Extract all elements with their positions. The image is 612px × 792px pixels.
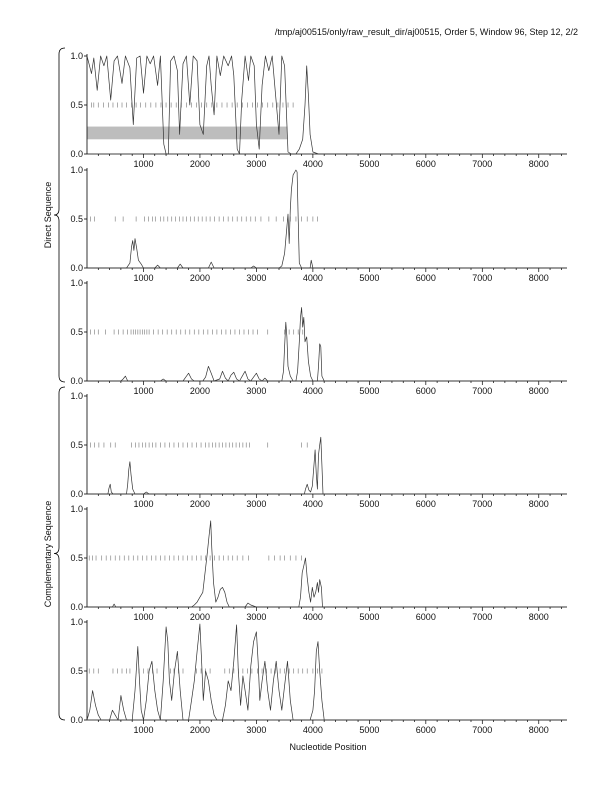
direct-frame-3-series-line (87, 307, 567, 382)
comp-frame-1-xtick-label: 3000 (246, 499, 266, 509)
comp-frame-3-xtick-label: 8000 (529, 725, 549, 735)
comp-frame-2-xtick-label: 4000 (303, 612, 323, 622)
direct-frame-1-xtick-label: 2000 (190, 159, 210, 169)
comp-frame-1-xtick-label: 8000 (529, 499, 549, 509)
comp-frame-2-xtick-label: 2000 (190, 612, 210, 622)
direct-frame-1-xtick-label: 4000 (303, 159, 323, 169)
comp-frame-1-ytick-label: 0.5 (70, 440, 83, 450)
comp-frame-3-xtick-label: 5000 (359, 725, 379, 735)
direct-frame-2-ytick-label: 1.0 (70, 165, 83, 175)
direct-frame-2-series-line (87, 169, 567, 269)
direct-frame-2-ytick-label: 0.0 (70, 263, 83, 273)
direct-frame-1-xtick-label: 5000 (359, 159, 379, 169)
direct-frame-2-xtick-label: 6000 (416, 273, 436, 283)
comp-frame-3-series-line (86, 623, 567, 721)
direct-frame-1-ytick-label: 0.0 (70, 149, 83, 159)
comp-frame-1-series-line (87, 436, 567, 495)
direct-frame-3-xtick-label: 3000 (246, 386, 266, 396)
comp-frame-2-ytick-label: 1.0 (70, 504, 83, 514)
direct-frame-2-xtick-label: 2000 (190, 273, 210, 283)
page-title: /tmp/aj00515/only/raw_result_dir/aj00515… (274, 27, 578, 37)
direct-frame-3-xtick-label: 1000 (133, 386, 153, 396)
x-axis-label: Nucleotide Position (289, 742, 367, 752)
comp-frame-1-ytick-label: 0.0 (70, 489, 83, 499)
direct-frame-1-series-line (86, 55, 567, 155)
direct-frame-1-xtick-label: 1000 (133, 159, 153, 169)
comp-frame-2-series-line (87, 520, 567, 608)
comp-frame-1-xtick-label: 1000 (133, 499, 153, 509)
comp-frame-3-xtick-label: 6000 (416, 725, 436, 735)
comp-frame-2-xtick-label: 1000 (133, 612, 153, 622)
direct-frame-2-xtick-label: 8000 (529, 273, 549, 283)
complementary-strand-brace (53, 386, 66, 721)
direct-frame-3-ytick-label: 0.0 (70, 376, 83, 386)
comp-frame-3-ytick-label: 0.0 (70, 715, 83, 725)
direct-frame-3-xtick-label: 2000 (190, 386, 210, 396)
direct-frame-1-xtick-label: 8000 (529, 159, 549, 169)
comp-frame-2-xtick-label: 6000 (416, 612, 436, 622)
direct-frame-3-xtick-label: 7000 (472, 386, 492, 396)
comp-frame-2-xtick-label: 3000 (246, 612, 266, 622)
comp-frame-3-ytick-label: 1.0 (70, 617, 83, 627)
direct-frame-1-ytick-label: 0.5 (70, 100, 83, 110)
direct-frame-2-xtick-label: 4000 (303, 273, 323, 283)
direct-frame-3-xtick-label: 6000 (416, 386, 436, 396)
direct-frame-1-xtick-label: 7000 (472, 159, 492, 169)
comp-frame-3-xtick-label: 1000 (133, 725, 153, 735)
comp-frame-2-xtick-label: 8000 (529, 612, 549, 622)
direct-frame-1-xtick-label: 6000 (416, 159, 436, 169)
comp-frame-1-ytick-label: 1.0 (70, 391, 83, 401)
comp-frame-2-ytick-label: 0.5 (70, 553, 83, 563)
direct-frame-3-xtick-label: 8000 (529, 386, 549, 396)
direct-frame-3-ytick-label: 0.5 (70, 327, 83, 337)
comp-frame-3-xtick-label: 2000 (190, 725, 210, 735)
comp-frame-1-xtick-label: 7000 (472, 499, 492, 509)
comp-frame-1-xtick-label: 2000 (190, 499, 210, 509)
direct-frame-3-xtick-label: 4000 (303, 386, 323, 396)
direct-frame-2-xtick-label: 1000 (133, 273, 153, 283)
comp-frame-2-xtick-label: 7000 (472, 612, 492, 622)
comp-frame-1-xtick-label: 6000 (416, 499, 436, 509)
direct-frame-1-highlight-band (87, 126, 288, 140)
direct-frame-1-xtick-label: 3000 (246, 159, 266, 169)
direct-frame-3-xtick-label: 5000 (359, 386, 379, 396)
comp-frame-3-xtick-label: 7000 (472, 725, 492, 735)
direct-strand-brace (53, 47, 66, 383)
direct-frame-2-ytick-label: 0.5 (70, 214, 83, 224)
direct-frame-3-ytick-label: 1.0 (70, 278, 83, 288)
comp-frame-1-xtick-label: 5000 (359, 499, 379, 509)
comp-frame-3-xtick-label: 3000 (246, 725, 266, 735)
direct-frame-2-xtick-label: 5000 (359, 273, 379, 283)
comp-frame-2-ytick-label: 0.0 (70, 602, 83, 612)
comp-frame-1-xtick-label: 4000 (303, 499, 323, 509)
comp-frame-3-ytick-label: 0.5 (70, 666, 83, 676)
direct-frame-2-xtick-label: 3000 (246, 273, 266, 283)
comp-frame-3-xtick-label: 4000 (303, 725, 323, 735)
comp-frame-2-xtick-label: 5000 (359, 612, 379, 622)
direct-frame-1-ytick-label: 1.0 (70, 51, 83, 61)
direct-frame-2-xtick-label: 7000 (472, 273, 492, 283)
